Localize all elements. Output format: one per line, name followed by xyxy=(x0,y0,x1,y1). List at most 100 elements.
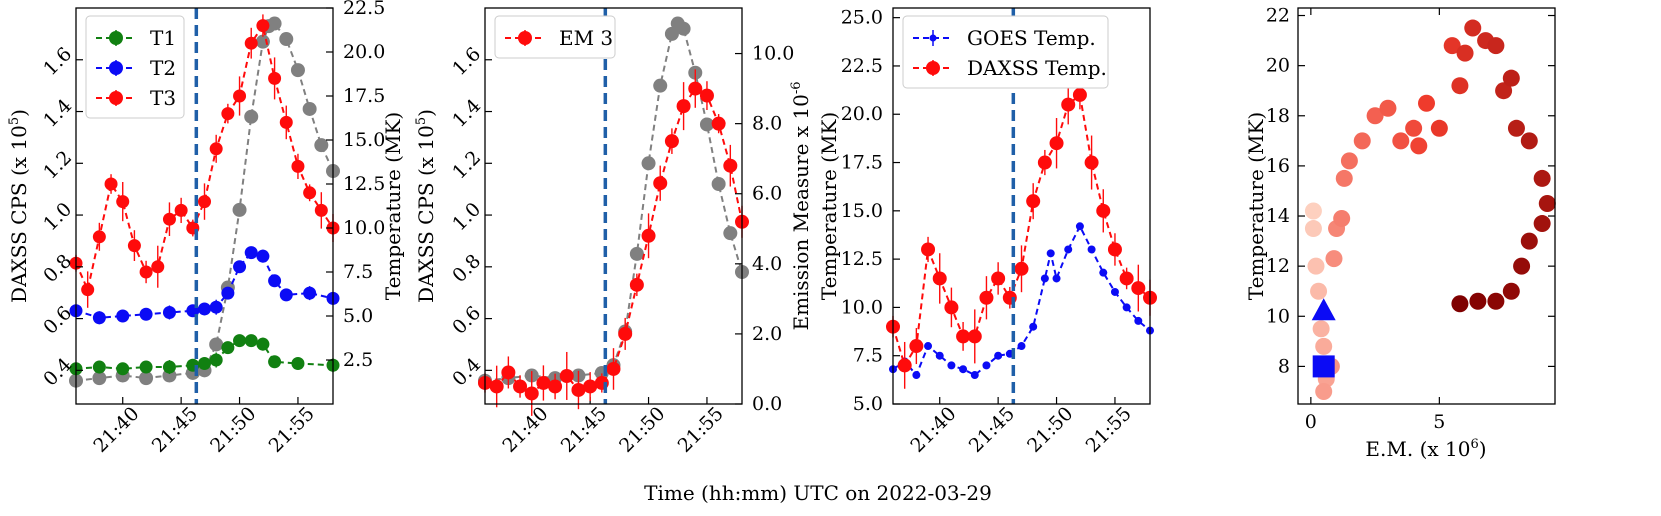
panel-a-series-2-point xyxy=(244,246,258,260)
panel-b-series-1-point xyxy=(571,382,586,397)
panel-c-series-0-point xyxy=(1029,322,1038,331)
panel-d-point xyxy=(1366,107,1384,125)
panel-c-xticklabel: 21:40 xyxy=(906,403,960,457)
panel-c-series-1-point xyxy=(967,329,982,344)
figure-xlabel: Time (hh:mm) UTC on 2022-03-29 xyxy=(644,481,992,505)
panel-a-series-3-point xyxy=(198,195,211,209)
panel-a-series-2-point xyxy=(198,302,211,316)
panel-c-legend-marker xyxy=(929,34,937,42)
panel-c-series-0-point xyxy=(1052,274,1061,283)
panel-d-point xyxy=(1456,44,1474,62)
panel-d-point xyxy=(1502,69,1520,87)
panel-c-series-1-point xyxy=(1131,281,1146,296)
panel-a-series-3-point xyxy=(256,19,270,33)
panel-b-series-1-point xyxy=(524,386,539,401)
panel-d-point xyxy=(1507,119,1525,137)
panel-c-series-0-point xyxy=(1046,249,1055,258)
panel-b-series-1-point xyxy=(618,326,633,341)
panel-c-series-0-point xyxy=(1064,245,1073,254)
panel-b-ylabel-left: DAXSS CPS (x 105) xyxy=(414,109,438,303)
panel-a-series-3-point xyxy=(104,177,118,191)
panel-d-point xyxy=(1495,82,1513,100)
panel-a-right-ticklabel: 20.0 xyxy=(343,41,385,63)
panel-a-right-ticklabel: 2.5 xyxy=(343,349,373,371)
panel-a-series-0-point xyxy=(139,371,154,386)
panel-d-yticklabel: 18 xyxy=(1266,105,1290,127)
panel-a-legend-marker xyxy=(109,91,123,105)
panel-b-series-0-point xyxy=(723,226,738,241)
panel-c-left-ticklabel: 17.5 xyxy=(841,152,883,174)
panel-b-series-1-point xyxy=(513,379,528,394)
panel-a-series-2-point xyxy=(116,309,130,323)
panel-d-frame xyxy=(1297,7,1556,405)
panel-b-series-1-point xyxy=(664,134,679,149)
panel-a-series-1-point xyxy=(291,357,305,371)
panel-c-series-0-point xyxy=(1017,342,1026,351)
panel-d-point xyxy=(1405,119,1423,137)
panel-a-series-1-point xyxy=(233,334,247,348)
panel-c-series-1-point xyxy=(979,290,994,305)
panel-c-series-0-point xyxy=(970,371,979,380)
panel-a-legend-label: T1 xyxy=(150,26,176,50)
panel-d-point xyxy=(1513,257,1531,275)
panel-a-series-3-point xyxy=(127,239,141,253)
panel-a: 21:40 21:45 21:50 21:550.40.60.81.01.21.41.… xyxy=(7,0,405,457)
panel-b-left-ticklabel: 1.2 xyxy=(448,147,485,184)
panel-a-left-ticklabel: 1.0 xyxy=(39,198,76,235)
panel-b-left-ticklabel: 1.0 xyxy=(448,198,485,235)
panel-b-right-ticklabel: 6.0 xyxy=(752,183,782,205)
panel-a-xticklabel: 21:40 xyxy=(89,403,143,457)
panel-a-ylabel-left: DAXSS CPS (x 105) xyxy=(7,109,31,303)
panel-a-legend-marker xyxy=(109,31,123,45)
panel-c-series-0-point xyxy=(935,351,944,360)
panel-d-point xyxy=(1353,132,1371,150)
panel-b-xticklabel: 21:50 xyxy=(615,403,669,457)
panel-d-xticklabel: 5 xyxy=(1433,411,1445,433)
panel-b-series-1-point xyxy=(501,365,516,380)
panel-c-left-ticklabel: 7.5 xyxy=(853,345,883,367)
panel-c-legend-marker xyxy=(926,61,940,75)
panel-d-point xyxy=(1312,320,1330,338)
panel-a-series-3-point xyxy=(221,107,235,121)
panel-a-series-3-point xyxy=(279,115,293,129)
panel-b-right-ticklabel: 10.0 xyxy=(752,43,794,65)
panel-b-series-0-point xyxy=(676,21,691,36)
panel-c-series-1-point xyxy=(1037,155,1052,170)
panel-b: 21:40 21:45 21:50 21:550.40.60.81.01.21.41.… xyxy=(414,7,813,457)
panel-c-series-1-point xyxy=(1026,194,1041,209)
panel-d-point xyxy=(1430,119,1448,137)
panel-b-series-0-point xyxy=(653,78,668,93)
panel-c-left-ticklabel: 5.0 xyxy=(853,393,883,415)
panel-d: 8 10 12 14 16 18 20 22 0 5 E.M. (x 106) Temperature… xyxy=(1244,5,1556,461)
panel-d-point xyxy=(1469,292,1487,310)
panel-c-series-0-point xyxy=(994,351,1003,360)
panel-c-left-ticklabel: 25.0 xyxy=(841,7,883,29)
panel-a-right-ticklabel: 17.5 xyxy=(343,85,385,107)
panel-b-series-1-point xyxy=(583,379,598,394)
panel-d-point xyxy=(1340,152,1358,170)
panel-c-series-0-point xyxy=(1040,274,1049,283)
panel-b-right-ticklabel: 0.0 xyxy=(752,393,782,415)
panel-c-series-0-point xyxy=(1134,316,1143,325)
panel-b-legend-label: EM 3 xyxy=(559,26,613,50)
panel-a-legend-label: T2 xyxy=(150,56,176,80)
panel-a-series-1-point xyxy=(209,353,223,367)
panel-b-left-ticklabel: 0.8 xyxy=(448,250,485,287)
panel-a-series-3-point xyxy=(151,260,165,274)
panel-a-series-1-point xyxy=(256,337,270,351)
panel-c-frame xyxy=(892,7,1151,405)
panel-b-frame xyxy=(484,7,743,405)
panel-a-legend-label: T3 xyxy=(150,86,176,110)
panel-a-series-3-point xyxy=(303,186,317,200)
panel-a-series-3-point xyxy=(116,195,130,209)
panel-b-series-1-point xyxy=(536,375,551,390)
panel-a-frame xyxy=(75,7,334,405)
panel-c-series-1-point xyxy=(1061,97,1076,112)
panel-d-point xyxy=(1392,132,1410,150)
panel-a-series-2-point xyxy=(279,288,293,302)
panel-a-series-1-point xyxy=(244,334,258,348)
panel-c-series-1-point xyxy=(1119,271,1134,286)
panel-a-series-1-point xyxy=(139,360,153,374)
panel-d-point xyxy=(1379,99,1397,117)
panel-c-series-0-point xyxy=(959,365,968,374)
